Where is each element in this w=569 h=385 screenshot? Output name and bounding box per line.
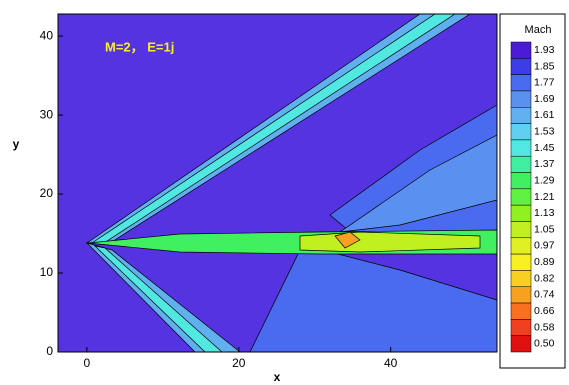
colorbar-swatch bbox=[510, 319, 532, 336]
colorbar-label: 1.13 bbox=[534, 207, 555, 219]
x-tick-label: 40 bbox=[384, 356, 398, 370]
y-axis-label: y bbox=[13, 137, 20, 151]
wake-core bbox=[299, 231, 481, 253]
colorbar-title: Mach bbox=[525, 24, 552, 36]
colorbar-label: 1.21 bbox=[534, 191, 555, 203]
colorbar-swatch bbox=[510, 74, 532, 92]
colorbar-swatch bbox=[510, 58, 532, 75]
y-tick-label: 10 bbox=[40, 265, 54, 279]
x-axis-label: x bbox=[274, 370, 281, 384]
y-tick-label: 20 bbox=[40, 186, 54, 200]
colorbar-label: 1.45 bbox=[534, 142, 555, 154]
y-tick-label: 30 bbox=[40, 107, 54, 121]
colorbar-swatch bbox=[510, 253, 532, 271]
colorbar-label: 1.29 bbox=[534, 174, 555, 186]
y-tick-label: 40 bbox=[40, 28, 54, 42]
y-tick-label: 0 bbox=[46, 344, 53, 358]
colorbar-label: 1.53 bbox=[534, 126, 555, 138]
colorbar-swatch bbox=[510, 237, 532, 255]
wake-hot bbox=[334, 231, 361, 249]
colorbar-label: 1.93 bbox=[534, 44, 555, 56]
colorbar-label: 1.77 bbox=[534, 77, 555, 89]
colorbar-label: 1.69 bbox=[534, 93, 555, 105]
second-shock-core bbox=[339, 134, 497, 233]
colorbar-label: 1.05 bbox=[534, 223, 555, 235]
contours bbox=[85, 14, 497, 352]
colorbar-label: 0.82 bbox=[534, 272, 555, 284]
lower-shock-core bbox=[93, 245, 223, 352]
colorbar-swatch bbox=[510, 188, 532, 206]
colorbar-label: 1.37 bbox=[534, 158, 555, 170]
colorbar-swatch bbox=[510, 123, 532, 141]
colorbar-swatch bbox=[510, 90, 532, 108]
colorbar-label: 0.66 bbox=[534, 305, 555, 317]
colorbar-swatch bbox=[510, 155, 532, 173]
colorbar-frame bbox=[499, 13, 566, 369]
colorbar-label: 0.74 bbox=[534, 289, 555, 301]
colorbar-label: 0.89 bbox=[534, 256, 555, 268]
colorbar-swatch bbox=[510, 302, 532, 320]
colorbar-swatch bbox=[510, 107, 532, 124]
colorbar-label: 0.58 bbox=[534, 321, 555, 333]
colorbar-swatch bbox=[510, 41, 532, 59]
plot-frame bbox=[57, 13, 498, 353]
colorbar-swatch bbox=[510, 270, 532, 287]
colorbar-swatch bbox=[510, 335, 532, 353]
colorbar-label: 0.97 bbox=[534, 240, 555, 252]
colorbar-label: 1.85 bbox=[534, 60, 555, 72]
colorbar-swatch bbox=[510, 204, 532, 222]
x-tick-label: 0 bbox=[84, 356, 91, 370]
colorbar-swatch bbox=[510, 286, 532, 304]
colorbar-swatch bbox=[510, 172, 532, 190]
colorbar-swatch bbox=[510, 221, 532, 239]
annotation: M=2， E=1j bbox=[105, 39, 174, 54]
colorbar: 1.93 1.85 1.77 1.69 1.61 1.53 1.45 1.37 1.29 1.21… bbox=[510, 41, 555, 353]
colorbar-label: 0.50 bbox=[534, 338, 555, 350]
colorbar-swatch bbox=[510, 139, 532, 157]
x-tick-label: 20 bbox=[232, 356, 246, 370]
colorbar-label: 1.61 bbox=[534, 109, 555, 121]
